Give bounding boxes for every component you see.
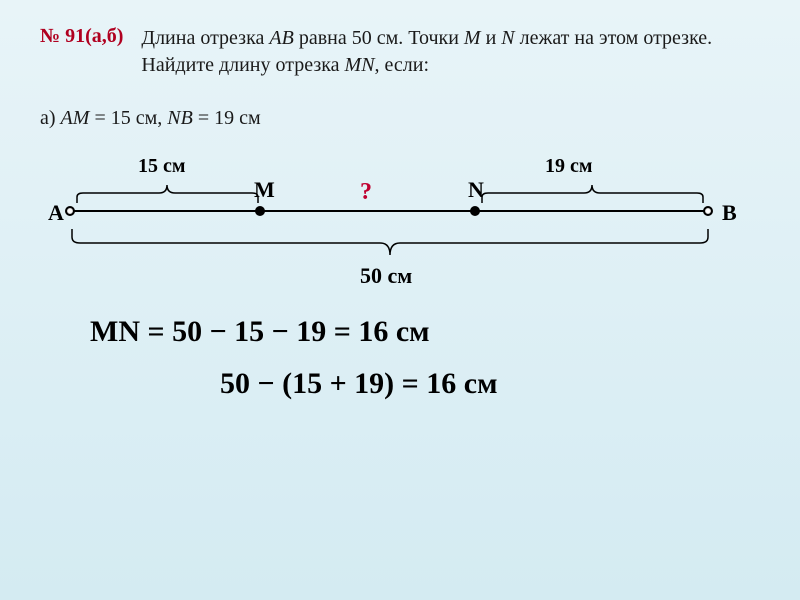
dim-nb: 19 см [545,155,593,178]
case-a: а) AM = 15 см, NB = 19 см [40,107,760,130]
segment-line [70,210,710,212]
problem-number: № 91(а,б) [40,25,123,48]
text: равна 50 см. Точки [294,27,464,49]
var-nb: NB [167,107,193,129]
brace-total [70,227,710,257]
var-ab: AB [269,27,293,49]
answer-lhs: MN = [90,315,172,348]
point-m [255,206,265,216]
var-am: AM [61,107,90,129]
text: и [481,27,502,49]
answer-line-1: MN = 50 − 15 − 19 = 16 см [40,315,760,349]
point-n [470,206,480,216]
var-m: M [464,27,481,49]
text: Длина отрезка [141,27,269,49]
segment-diagram: 15 см 19 см ? A M N B 50 см [40,155,760,295]
dim-total: 50 см [360,263,412,289]
endpoint-b [703,206,713,216]
dim-am: 15 см [138,155,186,178]
endpoint-a [65,206,75,216]
text: = 15 см, [89,107,167,129]
answer-rhs: 50 − 15 − 19 = 16 см [172,315,430,348]
problem-statement: Длина отрезка AB равна 50 см. Точки M и … [141,25,760,79]
question-mark: ? [360,179,372,206]
case-label: а) [40,107,61,129]
point-b-label: B [722,200,737,226]
text: , если: [375,54,430,76]
point-m-label: M [254,177,275,203]
var-n: N [501,27,514,49]
answer-line-2: 50 − (15 + 19) = 16 см [40,367,760,401]
point-n-label: N [468,177,484,203]
brace-nb [480,183,705,205]
var-mn: MN [345,54,375,76]
point-a-label: A [48,200,64,226]
text: = 19 см [193,107,261,129]
brace-am [75,183,260,205]
